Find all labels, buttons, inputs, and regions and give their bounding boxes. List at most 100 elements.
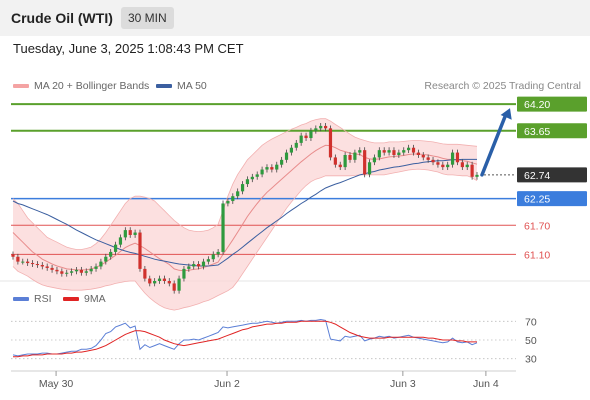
candle-body	[397, 152, 401, 155]
candle-body	[333, 157, 337, 165]
level-label-pivot: 62.25	[524, 194, 550, 206]
x-tick-label: Jun 3	[390, 378, 416, 390]
candle-body	[436, 162, 440, 165]
candle-body	[201, 261, 206, 267]
candle-body	[411, 147, 416, 153]
candle-body	[123, 230, 127, 238]
candle-body	[441, 164, 445, 168]
candle-body	[407, 147, 411, 151]
candle-body	[35, 264, 40, 266]
candle-body	[60, 271, 64, 274]
candle-body	[94, 266, 98, 269]
candle-body	[148, 278, 152, 284]
candle-body	[363, 150, 367, 175]
candle-body	[221, 203, 225, 252]
forecast-arrow-layer	[480, 108, 512, 177]
rsi-tick-label: 70	[525, 316, 537, 328]
level-label-support: 61.70	[524, 220, 550, 232]
candle-body	[289, 147, 293, 153]
candle-body	[284, 152, 289, 160]
candle-body	[157, 278, 162, 281]
candle-body	[143, 268, 147, 279]
rsi-tick-label: 50	[525, 335, 537, 347]
candle-body	[372, 157, 377, 163]
candle-body	[118, 237, 123, 245]
level-badge-resistance-target	[517, 96, 587, 112]
candle-body	[309, 130, 313, 139]
candle-body	[299, 135, 303, 143]
candle-body	[431, 159, 435, 163]
candle-body	[446, 164, 450, 168]
candles-layer	[11, 123, 479, 294]
candle-body	[460, 162, 464, 168]
candle-body	[260, 169, 264, 175]
candle-body	[236, 191, 240, 197]
candle-body	[280, 159, 284, 165]
rsi-legend-item: RSI	[13, 293, 52, 305]
candle-body	[30, 263, 35, 265]
ma9-legend-label: 9MA	[84, 293, 106, 305]
candle-body	[226, 201, 230, 204]
x-axis: May 30 Jun 2 Jun 3 Jun 4	[11, 370, 516, 390]
candle-body	[172, 283, 176, 291]
last-price-badge	[517, 167, 587, 183]
candle-body	[89, 268, 93, 272]
datetime-label: Tuesday, June 3, 2025 1:08:43 PM CET	[13, 41, 244, 56]
candle-body	[192, 264, 196, 267]
level-badge-pivot	[517, 191, 587, 207]
candle-body	[240, 184, 245, 192]
candle-body	[206, 259, 210, 262]
candle-body	[74, 269, 79, 272]
candle-body	[392, 150, 396, 155]
header-bar: Crude Oil (WTI) 30 MIN	[0, 0, 590, 36]
bollinger-band	[13, 118, 477, 311]
bollinger-band-layer	[13, 118, 477, 311]
candle-body	[426, 157, 430, 160]
rsi-ma9-line	[13, 320, 477, 358]
legend-label-ma50: MA 50	[177, 80, 207, 92]
candle-body	[84, 271, 88, 273]
candle-body	[11, 254, 15, 257]
candle-body	[314, 128, 318, 131]
candle-body	[55, 269, 59, 272]
x-tick-label: Jun 2	[214, 378, 240, 390]
ma9-legend-item: 9MA	[63, 293, 106, 305]
candle-body	[304, 135, 308, 139]
level-label-support: 61.10	[524, 249, 550, 261]
candle-body	[475, 174, 479, 177]
candle-body	[26, 261, 30, 264]
candle-body	[216, 251, 220, 255]
candle-body	[348, 155, 352, 160]
forecast-arrow-head	[500, 108, 512, 120]
candle-body	[294, 142, 298, 148]
candle-body	[70, 271, 74, 273]
candle-body	[270, 167, 274, 170]
candle-body	[416, 152, 420, 155]
candle-body	[470, 164, 474, 177]
candle-body	[133, 232, 137, 235]
candle-body	[187, 266, 191, 269]
candle-body	[16, 256, 20, 262]
timeframe-badge[interactable]: 30 MIN	[121, 7, 174, 29]
forecast-arrow-shaft	[480, 112, 508, 177]
candle-body	[197, 264, 201, 267]
ma9-legend-swatch	[63, 297, 79, 302]
candle-body	[177, 278, 181, 291]
candle-body	[40, 265, 44, 267]
candle-body	[245, 179, 250, 185]
candle-body	[402, 150, 406, 153]
candle-body	[367, 162, 372, 175]
candle-body	[343, 155, 347, 168]
candle-body	[323, 125, 328, 129]
candle-body	[167, 281, 171, 284]
instrument-title: Crude Oil (WTI)	[11, 10, 113, 26]
candle-body	[328, 128, 333, 158]
candle-body	[319, 125, 323, 129]
candle-body	[79, 269, 83, 273]
level-label-resistance-target: 64.20	[524, 99, 550, 111]
candle-body	[109, 251, 113, 257]
levels-layer: 64.20 63.65 62.74 62.25 61.70 61.10	[11, 96, 587, 261]
candle-body	[153, 281, 157, 284]
candle-body	[231, 196, 235, 202]
